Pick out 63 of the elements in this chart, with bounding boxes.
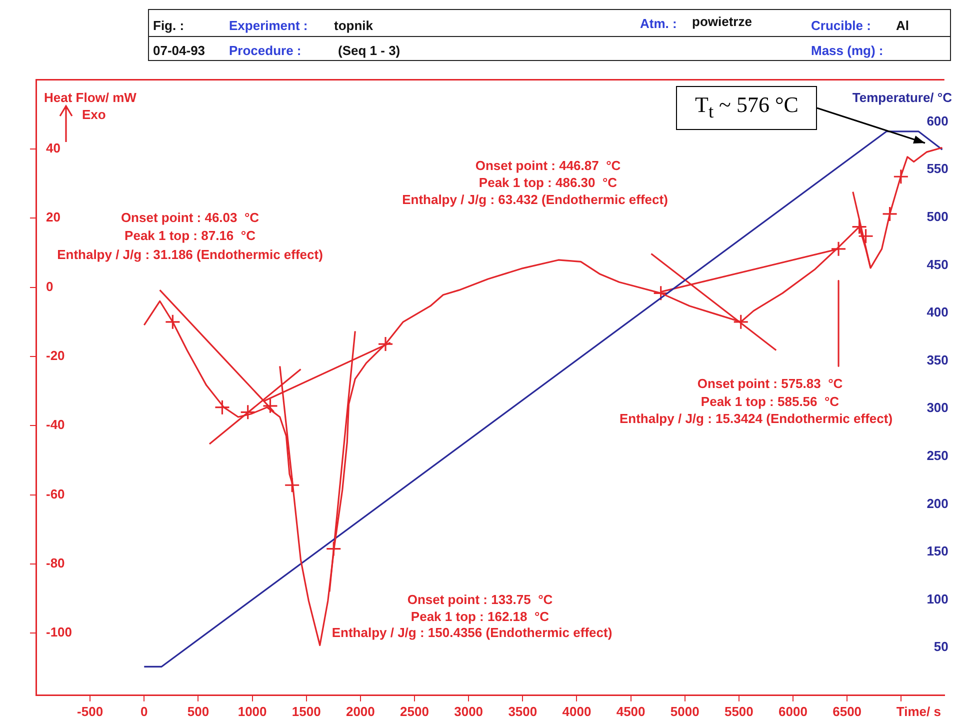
- text: Procedure :: [229, 43, 302, 58]
- x-tick-label: 4000: [562, 704, 592, 719]
- y2-tick-label: 250: [926, 448, 948, 464]
- y-tick-label: 40: [46, 140, 60, 156]
- text: powietrze: [692, 14, 752, 29]
- annotation: Enthalpy / J/g : 63.432 (Endothermic effect): [402, 192, 668, 207]
- annotation: Exo: [82, 107, 106, 122]
- annotation: Peak 1 top : 585.56 °C: [700, 394, 840, 409]
- y-tick-label: 0: [46, 278, 54, 294]
- annotation: Onset point : 46.03 °C: [120, 210, 260, 225]
- annotation: Peak 1 top : 486.30 °C: [478, 175, 618, 190]
- annotation: Enthalpy / J/g : 15.3424 (Endothermic effect): [619, 411, 893, 426]
- text: Fig. :: [153, 18, 184, 33]
- annotation: T$_{t}$ ~ 576 °C: [676, 86, 818, 130]
- y2-tick-label: 50: [934, 639, 948, 654]
- text: 07-04-93: [153, 43, 206, 58]
- x-tick-label: 500: [187, 704, 210, 719]
- text: Al: [896, 18, 909, 33]
- x-tick-label: -500: [77, 704, 104, 719]
- x-tick-label: 6000: [778, 704, 808, 719]
- y2-tick-label: 450: [926, 256, 948, 272]
- text: (Seq 1 - 3): [338, 43, 400, 58]
- y2-tick-label: 350: [926, 352, 948, 368]
- x-tick-label: 0: [140, 704, 148, 719]
- y-tick-label: -60: [46, 486, 65, 502]
- text: Crucible :: [811, 18, 871, 33]
- y2-axis-title: Temperature/ °C: [852, 90, 952, 105]
- x-tick-label: 4500: [616, 704, 646, 719]
- y2-tick-label: 400: [926, 304, 948, 320]
- x-tick-label: 5000: [670, 704, 700, 719]
- x-tick-label: 3000: [454, 704, 484, 719]
- annotation: Onset point : 575.83 °C: [697, 376, 843, 391]
- x-tick-label: 2000: [346, 704, 375, 719]
- x-tick-label: 1000: [238, 704, 267, 719]
- y2-tick-label: 550: [926, 161, 948, 176]
- annotation: Enthalpy / J/g : 31.186 (Endothermic effect): [57, 247, 323, 262]
- text: Atm. :: [640, 16, 677, 31]
- x-tick-label: 6500: [832, 704, 862, 719]
- annotation: Peak 1 top : 87.16 °C: [124, 228, 256, 243]
- y2-tick-label: 150: [926, 544, 948, 559]
- y2-tick-label: 300: [926, 400, 948, 416]
- text: Experiment :: [229, 18, 308, 33]
- annotation: Onset point : 133.75 °C: [407, 592, 553, 607]
- x-tick-label: 1500: [292, 704, 321, 719]
- y-tick-label: -40: [46, 417, 65, 432]
- text: Mass (mg) :: [811, 43, 884, 58]
- y-tick-label: -100: [46, 624, 72, 640]
- x-tick-label: 5500: [724, 704, 754, 719]
- annotation: Peak 1 top : 162.18 °C: [410, 609, 550, 624]
- y-tick-label: -80: [46, 556, 65, 571]
- annotation: Onset point : 446.87 °C: [475, 158, 621, 173]
- x-tick-label: 3500: [508, 704, 538, 719]
- x-tick-label: 2500: [400, 704, 429, 719]
- y2-tick-label: 600: [926, 113, 948, 128]
- annotation: Enthalpy / J/g : 150.4356 (Endothermic effect): [332, 625, 612, 640]
- y2-tick-label: 200: [926, 496, 948, 511]
- text: topnik: [334, 18, 373, 33]
- y-tick-label: -20: [46, 348, 65, 364]
- y-tick-label: 20: [46, 210, 60, 225]
- x-axis-title: Time/ s: [896, 704, 941, 720]
- y-axis-title: Heat Flow/ mW: [44, 90, 136, 105]
- y2-tick-label: 100: [926, 591, 948, 606]
- y2-tick-label: 500: [926, 209, 948, 224]
